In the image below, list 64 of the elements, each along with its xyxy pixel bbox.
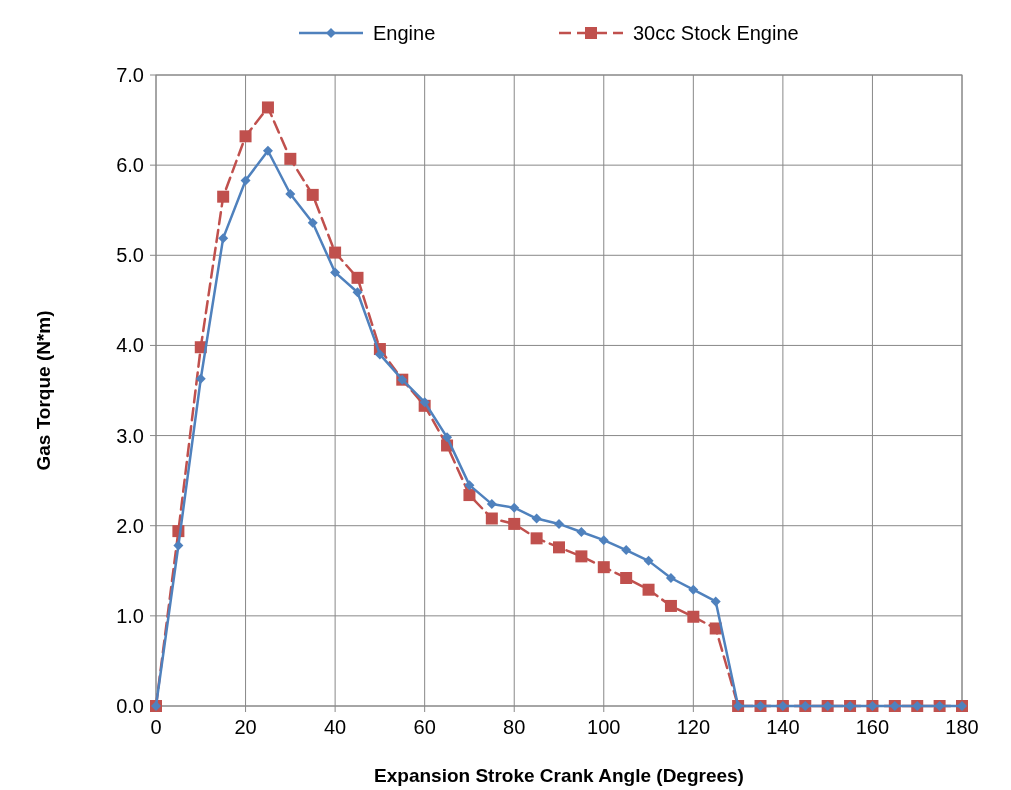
point	[195, 373, 206, 384]
x-tick-label: 100	[587, 716, 621, 738]
point	[262, 145, 273, 156]
point	[442, 432, 453, 443]
point	[642, 583, 655, 596]
y-tick-label: 6.0	[116, 154, 144, 177]
point	[307, 217, 318, 228]
x-tick-label: 140	[766, 716, 800, 738]
x-axis-title: Expansion Stroke Crank Angle (Degrees)	[374, 765, 744, 786]
point	[352, 287, 363, 298]
point	[554, 518, 564, 529]
x-tick-label: 80	[503, 716, 526, 738]
legend-label: 30cc Stock Engine	[633, 22, 799, 44]
point	[240, 175, 251, 186]
x-tick-label: 180	[945, 716, 979, 738]
point	[261, 101, 274, 114]
y-tick-label: 5.0	[116, 244, 144, 267]
y-tick-label: 4.0	[116, 334, 144, 357]
x-tick-label: 40	[323, 716, 347, 738]
point	[486, 499, 497, 510]
point	[173, 540, 184, 551]
y-tick-label: 1.0	[116, 604, 144, 627]
y-tick-label: 2.0	[116, 514, 144, 537]
point	[284, 152, 297, 165]
x-tick-label: 0	[150, 716, 162, 738]
point	[576, 527, 587, 538]
point	[531, 513, 542, 524]
point	[239, 130, 252, 143]
point	[419, 397, 430, 408]
point	[485, 512, 498, 525]
point	[710, 596, 721, 607]
point	[285, 188, 296, 199]
point	[508, 517, 521, 530]
y-tick-label: 7.0	[116, 64, 144, 86]
point	[530, 532, 543, 545]
point	[665, 573, 676, 583]
point	[306, 188, 319, 201]
point	[597, 561, 610, 574]
point	[374, 349, 385, 360]
y-tick-label: 3.0	[116, 424, 144, 447]
x-tick-label: 120	[676, 716, 711, 738]
point	[620, 572, 633, 584]
point	[598, 535, 609, 546]
y-tick-label: 0.0	[116, 695, 144, 717]
point	[509, 502, 520, 513]
point	[643, 555, 654, 566]
point	[351, 271, 364, 284]
point	[553, 541, 565, 554]
point	[217, 190, 230, 203]
x-tick-label: 60	[413, 716, 436, 738]
y-axis-title: Gas Torque (N*m)	[33, 310, 54, 471]
x-tick-label: 160	[855, 716, 890, 738]
legend-label: Engine	[373, 22, 436, 44]
point	[218, 233, 229, 244]
point	[329, 246, 342, 259]
point	[688, 584, 699, 595]
x-tick-label: 20	[234, 716, 257, 738]
point	[621, 545, 632, 556]
point	[330, 267, 341, 278]
point	[463, 489, 476, 502]
point	[464, 480, 475, 491]
point	[664, 599, 677, 612]
point	[687, 610, 700, 623]
point	[575, 550, 588, 563]
